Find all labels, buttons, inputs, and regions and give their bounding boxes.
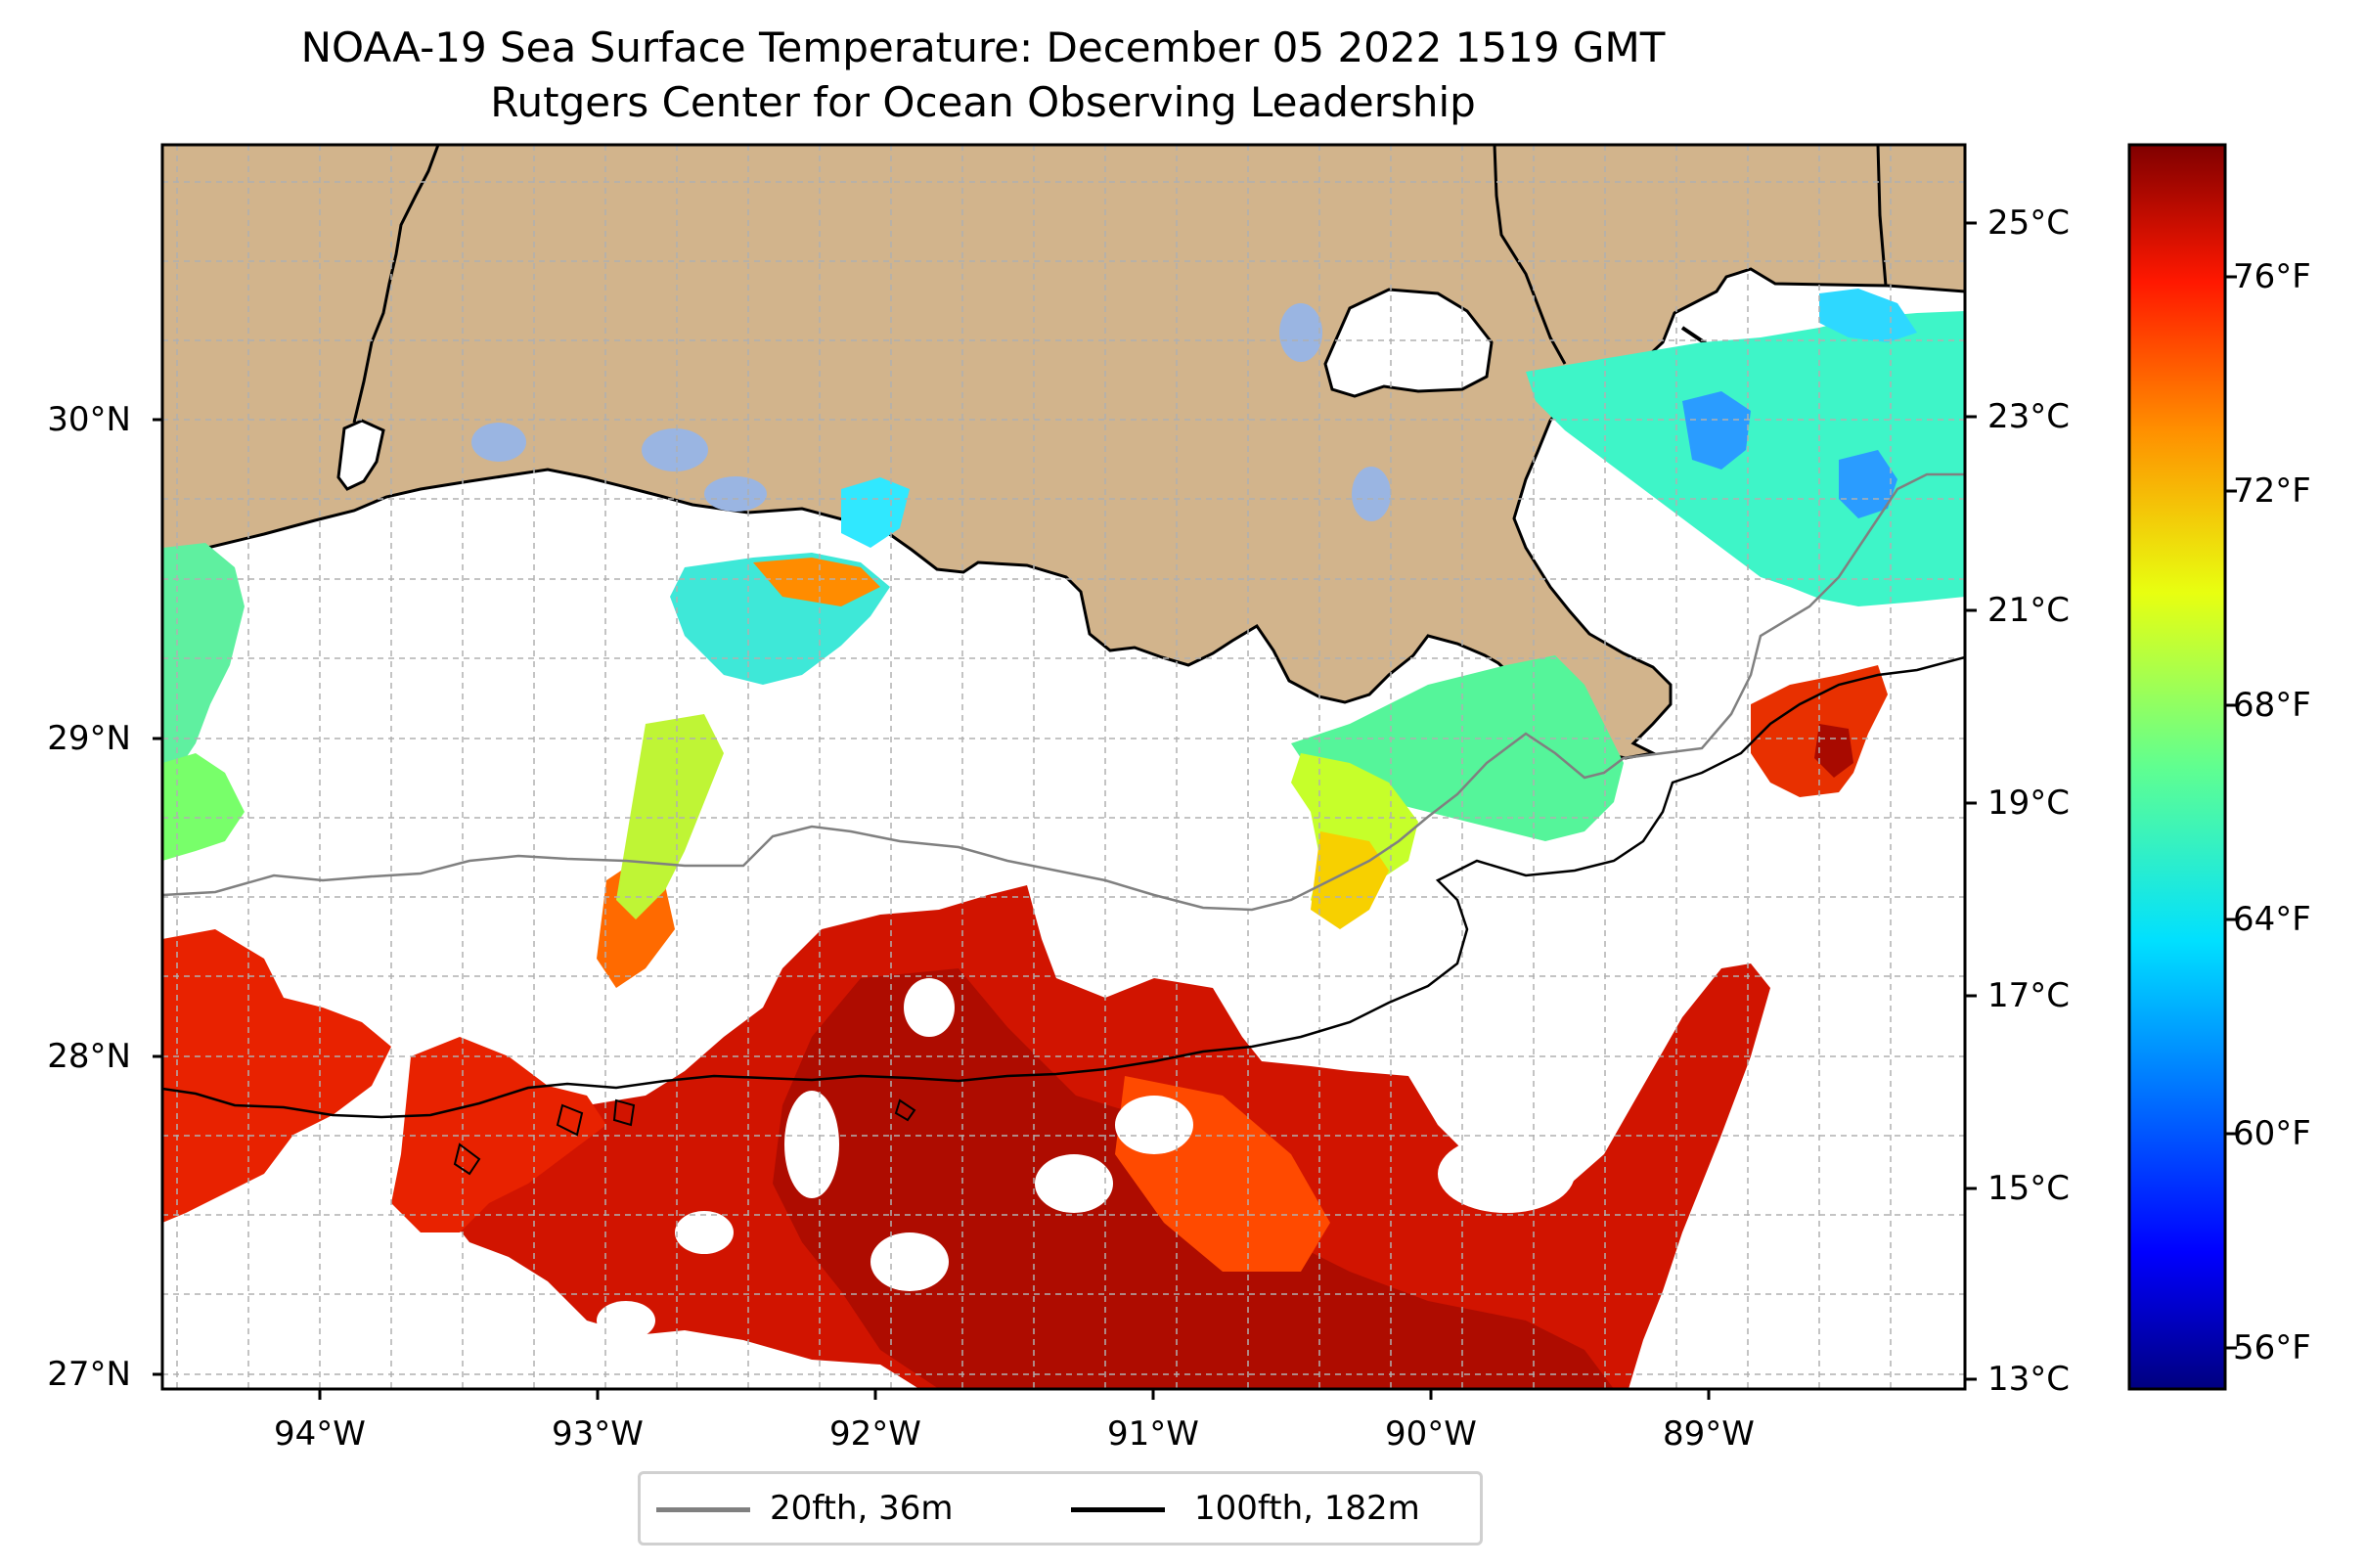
- lake-inland: [471, 423, 526, 462]
- colorbar-c-label: 13°C: [1987, 1360, 2071, 1399]
- lake-pontchartrain: [1323, 288, 1494, 398]
- lon-label: 93°W: [552, 1414, 644, 1454]
- isobath-20fth: [162, 472, 1965, 912]
- colorbar-f-ticks: [2225, 275, 2237, 1350]
- isobath-100fth: [162, 655, 1965, 1119]
- colorbar-f-label: 68°F: [2233, 686, 2311, 725]
- lake-sabine: [336, 419, 385, 491]
- colorbar-c-label: 17°C: [1987, 976, 2071, 1015]
- colorbar-f-label: 72°F: [2233, 471, 2311, 511]
- legend-label-100fth: 100fth, 182m: [1194, 1489, 1420, 1528]
- colorbar-c-label: 25°C: [1987, 203, 2071, 243]
- cloud-gaps: [597, 978, 1575, 1340]
- lake-inland: [704, 476, 767, 512]
- colorbar-f-label: 76°F: [2233, 257, 2311, 296]
- lon-label: 92°W: [829, 1414, 921, 1454]
- lon-label: 94°W: [274, 1414, 366, 1454]
- lake-inland: [1352, 467, 1391, 521]
- lon-label: 91°W: [1107, 1414, 1199, 1454]
- lat-label: 29°N: [47, 719, 131, 758]
- map-title: NOAA-19 Sea Surface Temperature: Decembe…: [300, 23, 1666, 71]
- lat-label: 28°N: [47, 1037, 131, 1076]
- map-frame: [160, 143, 1967, 1391]
- lon-label: 89°W: [1663, 1414, 1755, 1454]
- graticule: [162, 145, 1965, 1389]
- colorbar-c-label: 19°C: [1987, 784, 2071, 823]
- state-border: [352, 145, 440, 424]
- state-border: [1876, 145, 1888, 287]
- colorbar-c-label: 15°C: [1987, 1169, 2071, 1208]
- legend-label-20fth: 20fth, 36m: [770, 1489, 954, 1528]
- lon-label: 90°W: [1385, 1414, 1477, 1454]
- legend: 20fth, 36m 100fth, 182m: [638, 1471, 1483, 1546]
- colorbar-c-label: 23°C: [1987, 397, 2071, 436]
- lon-ticks: [318, 1389, 1711, 1400]
- map-subtitle: Rutgers Center for Ocean Observing Leade…: [490, 78, 1476, 126]
- colorbar-f-label: 60°F: [2233, 1114, 2311, 1153]
- colorbar-c-ticks: [1965, 221, 1977, 1381]
- legend-swatch-20fth: [656, 1507, 750, 1512]
- colorbar-f-label: 56°F: [2233, 1328, 2311, 1367]
- lake-inland: [1279, 303, 1322, 362]
- lat-ticks: [153, 418, 162, 1376]
- lat-label: 27°N: [47, 1355, 131, 1394]
- lat-label: 30°N: [47, 400, 131, 439]
- legend-swatch-100fth: [1071, 1507, 1165, 1512]
- sst-data-layer: [162, 289, 1965, 1389]
- colorbar-c-label: 21°C: [1987, 591, 2071, 630]
- state-border: [1493, 145, 1567, 365]
- isobath-100fth: [453, 1098, 916, 1176]
- colorbar-f-label: 64°F: [2233, 900, 2311, 939]
- colorbar: [2127, 143, 2227, 1391]
- lake-inland: [642, 428, 708, 471]
